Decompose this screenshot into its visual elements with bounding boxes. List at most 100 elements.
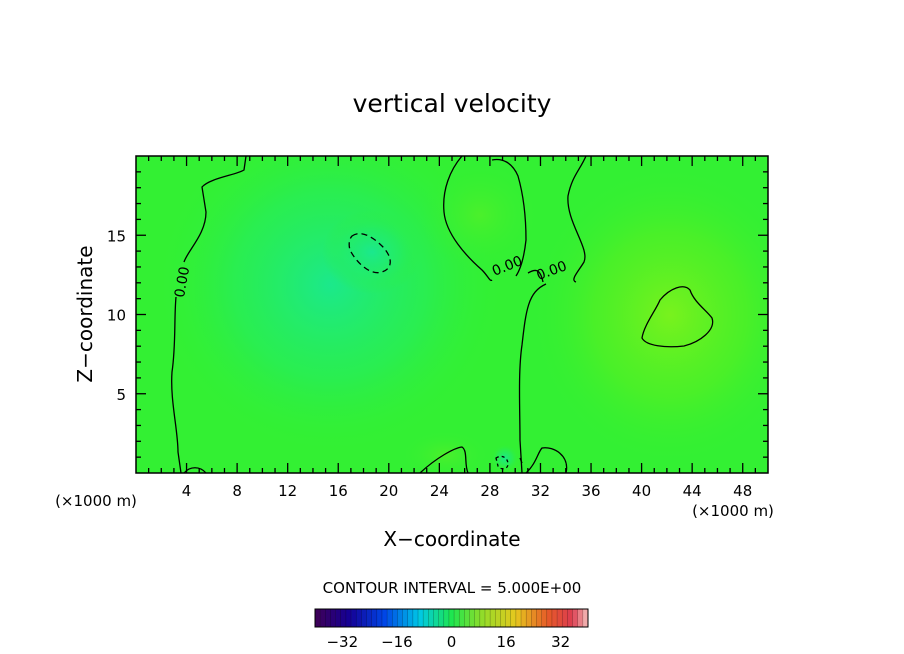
positive-region-top <box>420 160 540 270</box>
colorbar-swatch <box>479 609 486 627</box>
colorbar-swatch <box>505 609 512 627</box>
y-tick-label: 15 <box>107 227 126 245</box>
contour-label: 0.00 <box>172 265 193 298</box>
colorbar-swatch <box>536 609 542 627</box>
axis-ticks <box>136 156 768 473</box>
heatmap-field <box>136 156 768 473</box>
colorbar-swatch <box>402 609 409 627</box>
chart-title: vertical velocity <box>353 89 552 118</box>
colorbar-swatch <box>438 609 445 627</box>
colorbar-swatch <box>371 609 378 627</box>
colorbar-swatch <box>397 609 403 627</box>
colorbar-swatch <box>459 609 465 627</box>
colorbar-swatch <box>562 609 568 627</box>
colorbar-swatch <box>351 609 357 627</box>
colorbar-swatch <box>484 609 491 627</box>
x-tick-label: 20 <box>379 482 398 500</box>
zero-contour-middle <box>443 156 547 473</box>
x-tick-label: 32 <box>531 482 550 500</box>
colorbar-swatch <box>541 609 548 627</box>
colorbar-swatch <box>315 609 321 627</box>
y-axis-label: Z−coordinate <box>73 245 97 382</box>
colorbar-swatch <box>500 609 506 627</box>
colorbar-swatch <box>490 609 496 627</box>
negative-region <box>155 156 505 455</box>
x-tick-label: 36 <box>581 482 600 500</box>
colorbar-swatch <box>335 609 342 627</box>
colorbar-swatch <box>526 609 532 627</box>
colorbar-frame <box>314 608 589 628</box>
colorbar-swatch <box>356 609 362 627</box>
colorbar-swatch <box>464 609 470 627</box>
contour-interval-text: CONTOUR INTERVAL = 5.000E+00 <box>323 579 582 597</box>
colorbar-swatch <box>423 609 429 627</box>
colorbar-swatch <box>428 609 434 627</box>
negative-core <box>322 210 422 294</box>
colorbar-tick-label: 0 <box>447 633 457 651</box>
positive-region-bottom <box>400 430 490 473</box>
colorbar-swatch <box>376 609 383 627</box>
colorbar-swatch <box>572 609 578 627</box>
colorbar <box>315 609 589 627</box>
colorbar-tick-label: 32 <box>551 633 570 651</box>
x-tick-label: 28 <box>480 482 499 500</box>
negative-spot <box>491 444 519 472</box>
colorbar-swatch <box>330 609 336 627</box>
zero-contour-bottom <box>419 446 568 473</box>
colorbar-labels: −32 −16 0 16 32 <box>326 633 570 651</box>
x-tick-label: 12 <box>278 482 297 500</box>
colorbar-tick-label: 16 <box>497 633 516 651</box>
colorbar-swatch <box>531 609 537 627</box>
colorbar-swatch <box>521 609 527 627</box>
colorbar-swatch <box>567 609 573 627</box>
y-tick-labels: 5 10 15 <box>107 227 126 404</box>
x-tick-label: 4 <box>182 482 192 500</box>
colorbar-swatch <box>407 609 414 627</box>
x-axis-label: X−coordinate <box>383 527 520 551</box>
colorbar-swatch <box>340 609 347 627</box>
y-tick-label: 5 <box>116 386 126 404</box>
colorbar-swatch <box>448 609 455 627</box>
contour-lines <box>171 156 714 473</box>
colorbar-swatch <box>366 609 372 627</box>
x-axis-units-right: (×1000 m) <box>692 502 774 520</box>
colorbar-swatch <box>474 609 481 627</box>
colorbar-swatch <box>433 609 439 627</box>
colorbar-swatch <box>454 609 460 627</box>
colorbar-swatch <box>320 609 326 627</box>
colorbar-swatch <box>412 609 419 627</box>
colorbar-swatch <box>418 609 424 627</box>
x-tick-label: 48 <box>733 482 752 500</box>
colorbar-swatch <box>495 609 501 627</box>
colorbar-swatch <box>546 609 553 627</box>
x-tick-labels: 4 8 12 16 20 24 28 32 36 40 44 48 <box>182 482 752 500</box>
colorbar-swatch <box>325 609 331 627</box>
x-tick-label: 8 <box>232 482 242 500</box>
x-tick-label: 44 <box>683 482 702 500</box>
zero-contour-left <box>171 156 247 473</box>
x-tick-label: 40 <box>632 482 651 500</box>
x-axis-units-left: (×1000 m) <box>55 492 137 510</box>
colorbar-swatch <box>443 609 450 627</box>
colorbar-swatch <box>387 609 393 627</box>
y-tick-label: 10 <box>107 307 126 325</box>
colorbar-swatch <box>381 609 388 627</box>
colorbar-swatch <box>469 609 475 627</box>
colorbar-swatch <box>557 609 563 627</box>
colorbar-swatch <box>392 609 398 627</box>
colorbar-swatch <box>361 609 367 627</box>
colorbar-swatch <box>515 609 522 627</box>
zero-contour-left-foot <box>183 467 207 473</box>
negative-contour-upper <box>348 232 391 274</box>
colorbar-swatch <box>510 609 517 627</box>
colorbar-swatch <box>577 609 584 627</box>
zero-contour-top-lobe <box>491 158 527 277</box>
colorbar-swatch <box>551 609 558 627</box>
positive-contour-small <box>519 457 523 464</box>
x-tick-label: 16 <box>329 482 348 500</box>
colorbar-swatch <box>582 609 589 627</box>
x-tick-label: 24 <box>430 482 449 500</box>
colorbar-swatch <box>345 609 352 627</box>
zero-contour-upper-right <box>567 156 587 283</box>
